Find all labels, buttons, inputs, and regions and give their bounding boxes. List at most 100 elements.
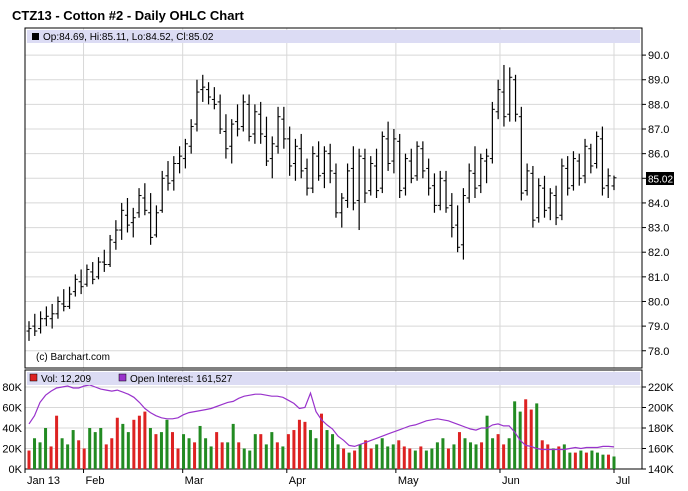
- volume-bar: [496, 434, 500, 469]
- price-legend-swatch: [32, 33, 39, 40]
- ohlc-bar: [136, 188, 142, 218]
- ohlc-bar: [570, 151, 576, 191]
- volume-bar: [220, 442, 224, 469]
- ohlc-bar: [599, 126, 605, 196]
- oi-tick-label: 140K: [648, 464, 674, 476]
- price-tick-label: 89.0: [648, 75, 669, 87]
- volume-bar: [342, 448, 346, 469]
- price-tick-label: 86.0: [648, 149, 669, 161]
- ohlc-bar: [414, 141, 420, 181]
- volume-bar: [99, 428, 103, 469]
- ohlc-bar: [200, 74, 206, 102]
- price-tick-label: 82.0: [648, 247, 669, 259]
- ohlc-bar: [153, 205, 159, 238]
- volume-bar: [264, 444, 268, 469]
- volume-bar: [540, 440, 544, 469]
- volume-bar: [358, 444, 362, 469]
- ohlc-bar: [90, 262, 96, 285]
- volume-bar: [430, 448, 434, 469]
- last-price-label: 85.02: [648, 175, 673, 186]
- volume-bar: [66, 444, 70, 469]
- volume-bar: [612, 456, 616, 469]
- ohlc-bar: [235, 104, 241, 137]
- volume-bar: [27, 450, 31, 469]
- volume-bar: [204, 438, 208, 469]
- volume-bar: [126, 432, 130, 469]
- ohlc-bar: [495, 79, 501, 120]
- ohlc-bar: [460, 188, 466, 260]
- ohlc-bar: [159, 170, 165, 213]
- volume-bar: [77, 440, 81, 469]
- volume-bar: [579, 450, 583, 469]
- ohlc-bar: [345, 163, 351, 208]
- ohlc-bar: [246, 94, 252, 142]
- volume-bar: [159, 432, 163, 469]
- ohlc-bar: [576, 153, 582, 186]
- ohlc-bar: [478, 153, 484, 194]
- volume-bar: [303, 421, 307, 469]
- ohlc-bar: [350, 146, 356, 211]
- ohlc-bar: [379, 131, 385, 194]
- date-tick-label: May: [398, 475, 419, 487]
- price-axis: 78.079.080.081.082.083.084.085.086.087.0…: [642, 50, 669, 358]
- volume-bar: [325, 430, 329, 469]
- volume-bar: [502, 444, 506, 469]
- volume-bar: [148, 428, 152, 469]
- volume-bar: [546, 444, 550, 469]
- volume-bar: [60, 438, 64, 469]
- ohlc-bar: [408, 148, 414, 184]
- ohlc-bar: [275, 106, 281, 154]
- volume-legend-bar: [27, 372, 640, 385]
- price-tick-label: 81.0: [648, 272, 669, 284]
- ohlc-bar: [177, 146, 183, 174]
- ohlc-bar: [49, 303, 55, 329]
- ohlc-bar: [402, 153, 408, 196]
- volume-bar: [364, 440, 368, 469]
- ohlc-bar: [78, 269, 84, 295]
- volume-bar: [165, 419, 169, 469]
- ohlc-bar: [385, 121, 391, 171]
- volume-tick-label: 0K: [9, 464, 23, 476]
- chart-title: CTZ13 - Cotton #2 - Daily OHLC Chart: [12, 8, 244, 23]
- volume-bar: [104, 444, 108, 469]
- volume-bar: [49, 446, 53, 469]
- volume-bar: [209, 446, 213, 469]
- ohlc-bar: [547, 188, 553, 221]
- volume-bar: [551, 448, 555, 469]
- volume-bar: [115, 417, 119, 469]
- ohlc-bar: [142, 183, 148, 216]
- ohlc-bar: [217, 94, 223, 134]
- credit-text: (c) Barchart.com: [36, 352, 110, 363]
- ohlc-bar: [148, 193, 154, 245]
- volume-bar: [253, 434, 257, 469]
- ohlc-bar: [316, 141, 322, 181]
- price-tick-label: 83.0: [648, 223, 669, 235]
- volume-bar: [297, 419, 301, 469]
- ohlc-bar: [541, 175, 547, 218]
- open-interest-legend-swatch: [118, 373, 127, 382]
- volume-bar: [176, 448, 180, 469]
- ohlc-bar: [553, 185, 559, 226]
- volume-bar: [474, 444, 478, 469]
- ohlc-bar: [362, 148, 368, 203]
- ohlc-bar: [96, 257, 102, 280]
- volume-bar: [38, 442, 42, 469]
- ohlc-bar: [339, 193, 345, 228]
- oi-tick-label: 220K: [648, 382, 674, 394]
- ohlc-bar: [188, 119, 194, 154]
- volume-bar: [110, 438, 114, 469]
- volume-bar: [215, 432, 219, 469]
- ohlc-bar: [333, 163, 339, 218]
- volume-bar: [573, 452, 577, 469]
- volume-bar: [121, 423, 125, 469]
- volume-bar: [469, 442, 473, 469]
- volume-bar: [231, 423, 235, 469]
- volume-bar: [193, 442, 197, 469]
- volume-bar: [336, 444, 340, 469]
- volume-bar: [529, 409, 533, 469]
- ohlc-bar: [171, 156, 177, 191]
- volume-bar: [308, 430, 312, 469]
- ohlc-bar: [605, 168, 611, 198]
- volume-bar: [457, 432, 461, 469]
- volume-bar: [198, 425, 202, 469]
